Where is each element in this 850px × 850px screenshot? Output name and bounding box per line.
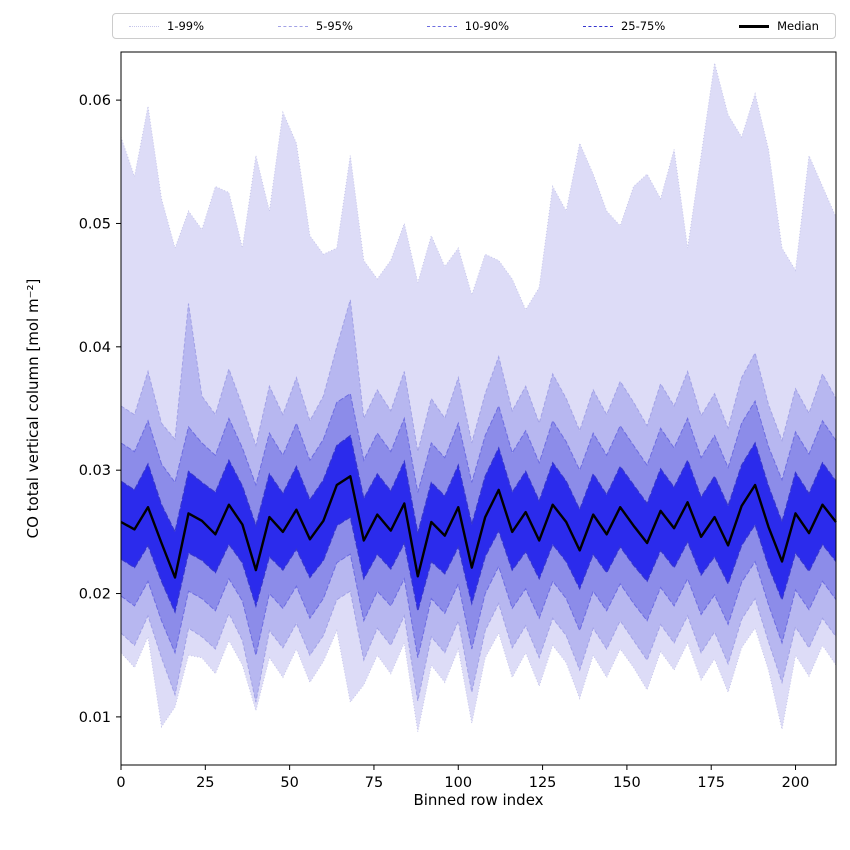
- band-lower-edge-10-90%: [120, 553, 837, 658]
- y-tick-label: 0.04: [79, 340, 111, 356]
- plot-frame: [120, 51, 837, 766]
- band-upper-edge-5-95%: [120, 299, 837, 452]
- band-25-75%: [121, 435, 836, 612]
- x-tick-label: 0: [116, 775, 125, 791]
- x-tick-label: 125: [529, 775, 557, 791]
- legend-item: 1-99%: [129, 19, 204, 33]
- legend-label: 10-90%: [464, 19, 510, 33]
- legend-sample-line: [426, 25, 457, 27]
- x-tick-label: 100: [444, 775, 472, 791]
- legend-sample-line: [582, 25, 613, 27]
- x-tick-label: 150: [613, 775, 641, 791]
- legend-sample-line: [129, 25, 159, 27]
- x-tick-label: 75: [365, 775, 383, 791]
- legend-label: 5-95%: [315, 19, 353, 33]
- band-lower-edge-5-95%: [120, 590, 837, 703]
- median-line: [120, 475, 837, 579]
- legend-label: 1-99%: [167, 19, 205, 33]
- legend-sample-line: [277, 25, 308, 27]
- x-tick-label: 50: [280, 775, 298, 791]
- y-tick-label: 0.05: [79, 216, 111, 232]
- y-tick-label: 0.06: [79, 93, 111, 109]
- legend-label: Median: [777, 19, 819, 33]
- band-upper-edge-10-90%: [120, 392, 837, 493]
- y-tick-label: 0.01: [79, 710, 111, 726]
- x-tick-label: 25: [196, 775, 214, 791]
- y-tick-label: 0.02: [79, 587, 111, 603]
- legend: 1-99% 5-95% 10-90% 25-75% Median: [112, 13, 836, 39]
- band-upper-edge-25-75%: [120, 434, 837, 534]
- y-axis-label: CO total vertical column [mol m⁻²]: [24, 279, 42, 539]
- legend-item: Median: [739, 19, 819, 33]
- legend-item: 25-75%: [582, 19, 666, 33]
- legend-label: 25-75%: [620, 19, 666, 33]
- legend-item: 10-90%: [426, 19, 510, 33]
- y-tick-label: 0.03: [79, 463, 111, 479]
- legend-sample-line: [739, 24, 770, 28]
- band-lower-edge-25-75%: [120, 516, 837, 614]
- x-axis-label: Binned row index: [413, 791, 543, 809]
- legend-item: 5-95%: [277, 19, 353, 33]
- x-tick-label: 200: [782, 775, 810, 791]
- x-tick-label: 175: [697, 775, 725, 791]
